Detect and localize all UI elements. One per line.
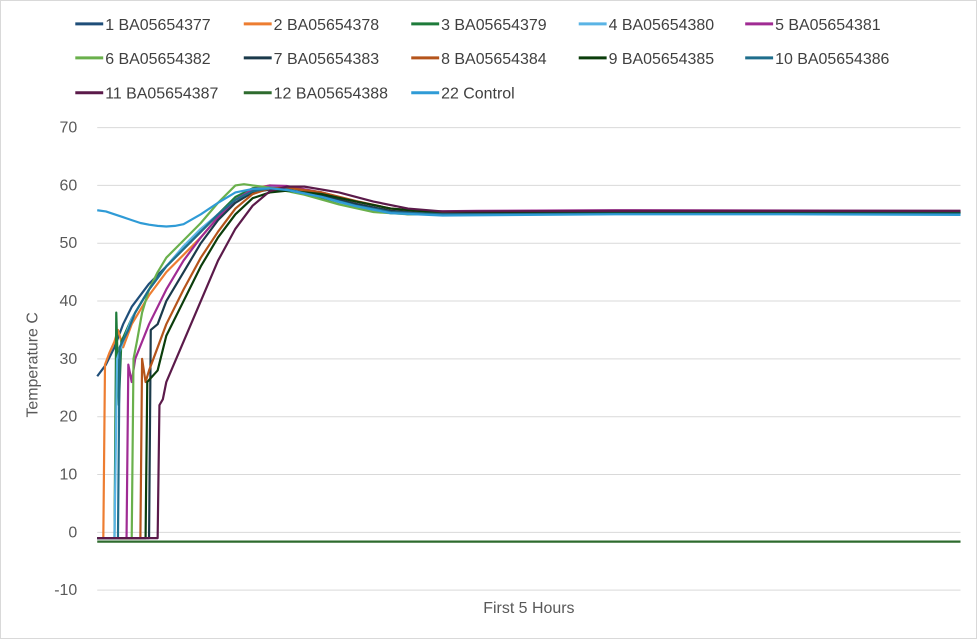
legend-label: 10 BA05654386 [775,51,889,68]
series-line-5 [97,184,961,540]
series-lines [96,183,961,543]
series-line-4 [97,185,961,540]
y-axis-ticks: -10 0 10 20 30 40 50 60 70 [54,120,77,600]
series-line-13 [97,187,961,228]
legend-entry: 12 BA05654388 [243,86,388,103]
legend-label: 3 BA05654379 [441,17,547,34]
legend-entry: 1 BA05654377 [75,17,211,34]
legend-entry: 5 BA05654381 [745,17,881,34]
legend-entry: 10 BA05654386 [745,51,890,68]
legend-label: 4 BA05654380 [609,17,715,34]
legend-label: 9 BA05654385 [609,51,715,68]
y-axis-title: Temperature C [24,312,41,417]
y-tick-label: 10 [60,466,78,483]
legend-entry: 11 BA05654387 [75,86,218,103]
y-tick-label: 50 [60,235,78,252]
legend-entry: 3 BA05654379 [411,17,547,34]
y-tick-label: -10 [54,582,77,599]
legend-label: 2 BA05654378 [274,17,380,34]
legend-label: 12 BA05654388 [274,86,388,103]
series-line-9 [97,189,961,540]
x-axis-title: First 5 Hours [483,600,574,617]
series-line-6 [97,183,961,540]
legend-entry: 8 BA05654384 [411,51,547,68]
series-line-2 [97,184,961,540]
legend-label: 1 BA05654377 [105,17,211,34]
legend-label: 8 BA05654384 [441,51,547,68]
y-tick-label: 30 [60,351,78,368]
legend-label: 11 BA05654387 [105,86,218,103]
legend-entry: 4 BA05654380 [578,17,715,34]
legend-entry: 9 BA05654385 [578,51,715,68]
legend-entry: 7 BA05654383 [243,51,380,68]
legend-entry: 22 Control [411,86,515,103]
legend-label: 5 BA05654381 [775,17,881,34]
y-tick-label: 70 [60,120,78,137]
series-line-3 [97,185,961,540]
series-line-7 [97,188,961,540]
legend-label: 22 Control [441,86,515,103]
legend: 1 BA05654377 2 BA05654378 3 BA05654379 4 BA… [75,17,890,103]
y-tick-label: 0 [68,524,77,541]
legend-label: 6 BA05654382 [105,51,211,68]
series-line-8 [97,186,961,540]
legend-entry: 6 BA05654382 [75,51,211,68]
y-tick-label: 40 [60,293,78,310]
legend-entry: 2 BA05654378 [243,17,380,34]
y-tick-label: 20 [60,409,78,426]
series-line-10 [97,187,961,540]
series-line-11 [97,185,961,540]
gridlines [97,127,961,591]
y-tick-label: 60 [60,177,78,194]
legend-label: 7 BA05654383 [274,51,380,68]
